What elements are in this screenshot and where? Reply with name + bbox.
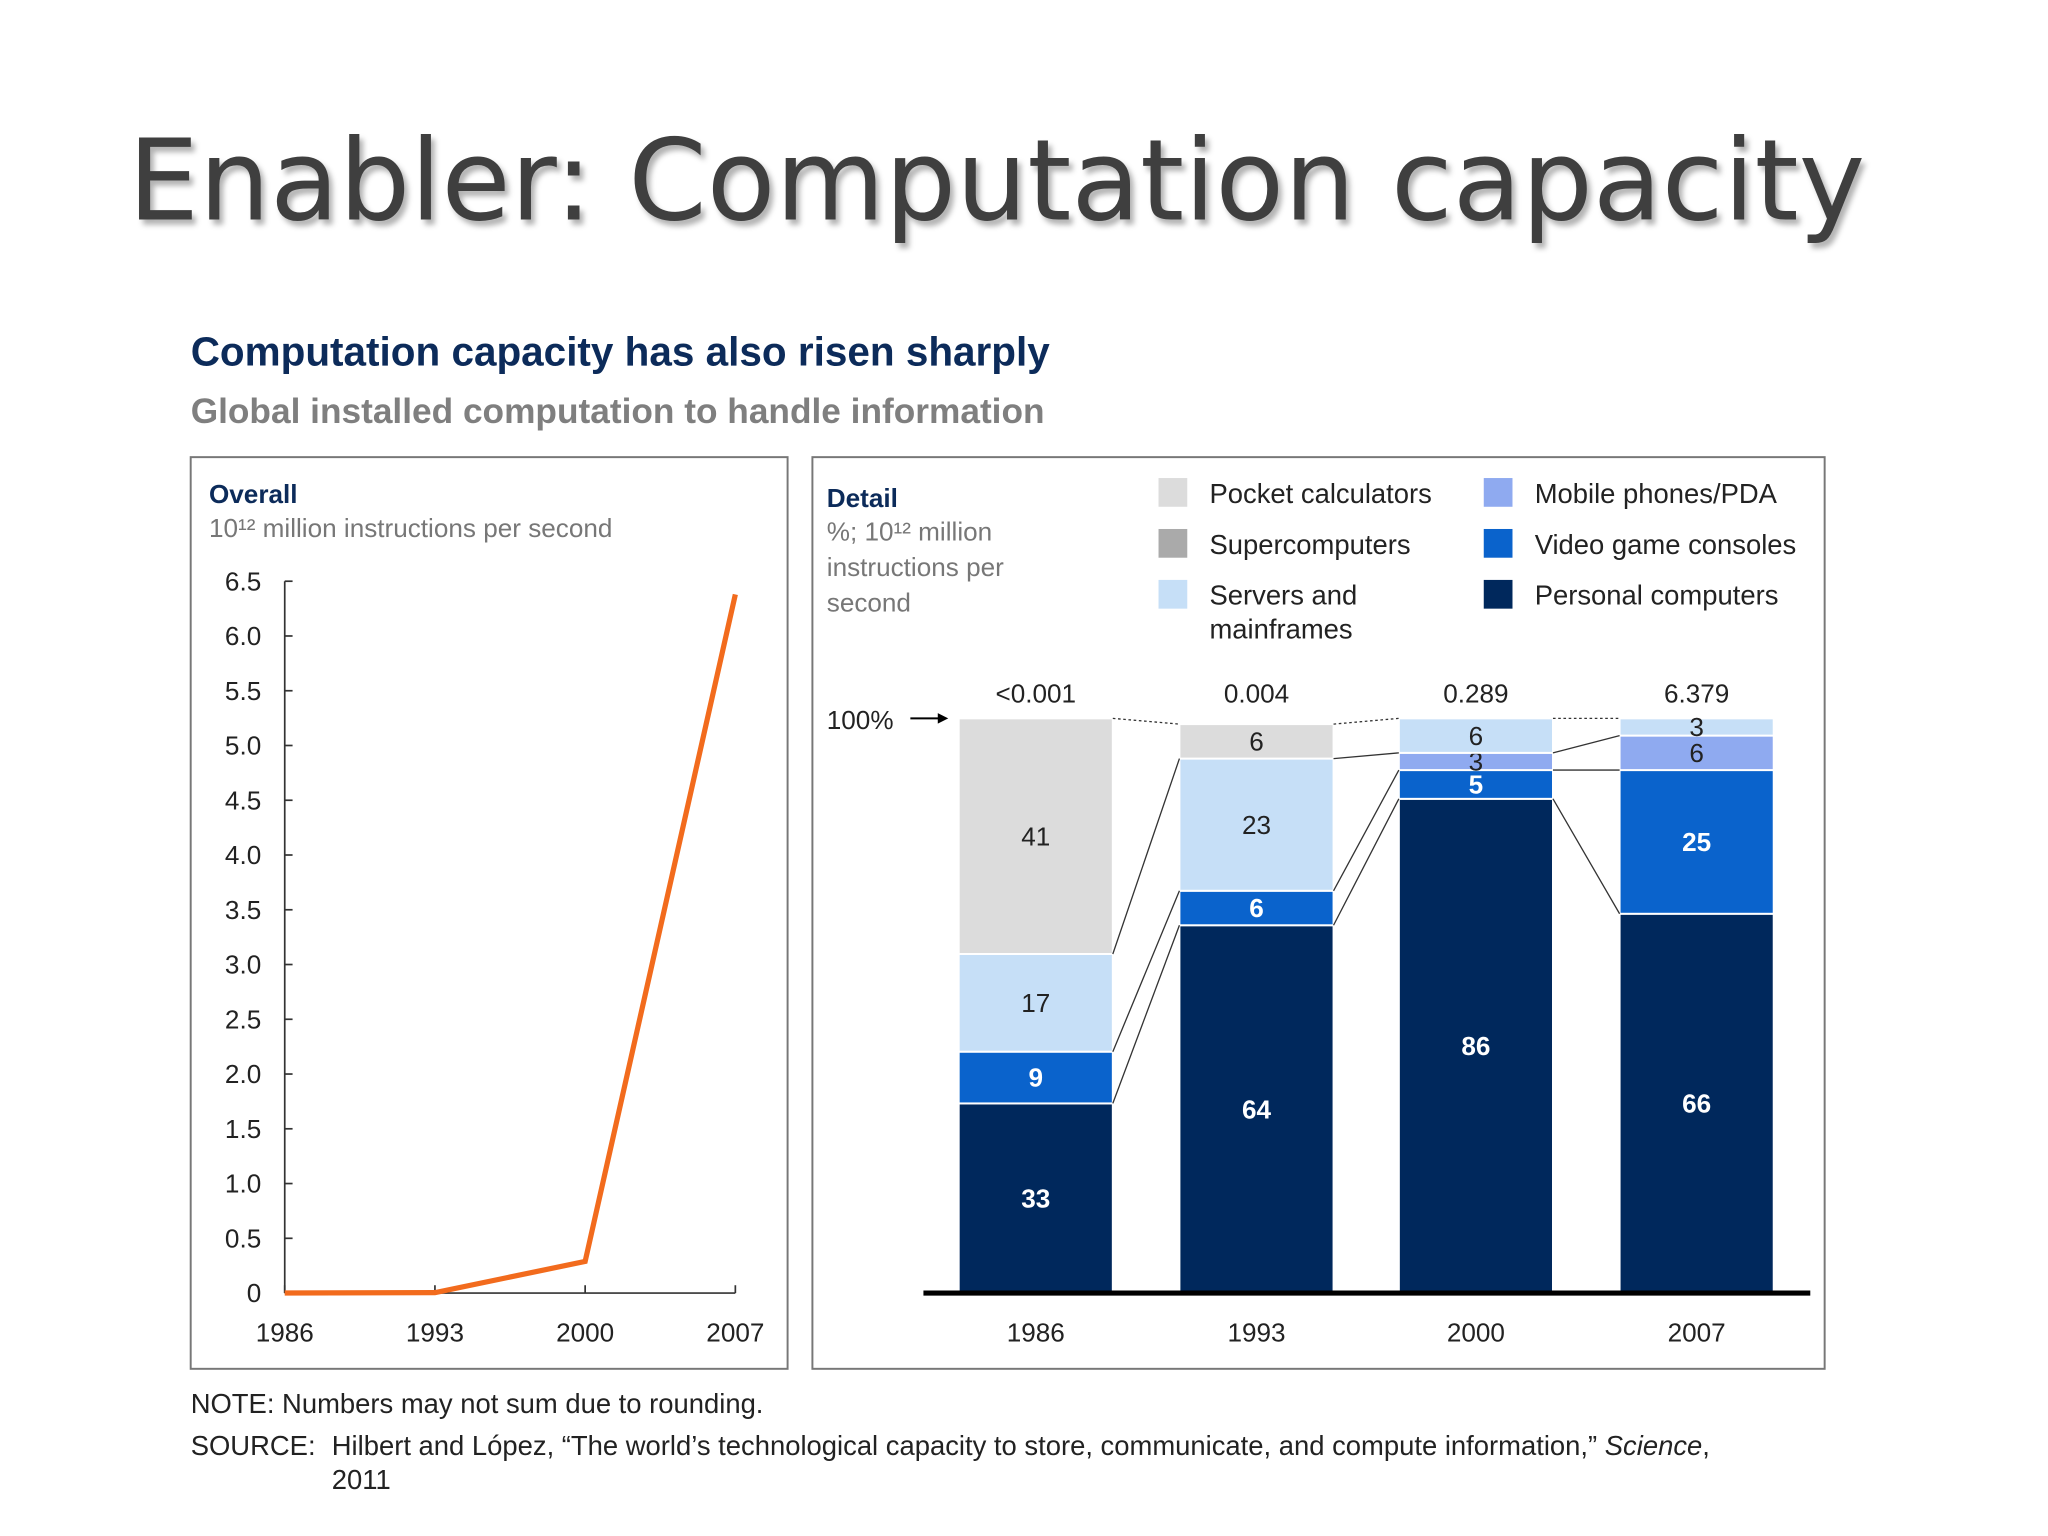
x-tick-label: 1993 <box>406 1317 464 1347</box>
segment-label: 25 <box>1682 827 1711 857</box>
source-journal: Science <box>1605 1430 1703 1461</box>
connector <box>1112 890 1181 1052</box>
chart-subtitle: %; 10¹² million instructions per second <box>827 517 1004 618</box>
bar-segment <box>1397 717 1554 754</box>
connector <box>1112 717 1180 725</box>
chart-subtitle: 10¹² million instructions per second <box>209 513 612 543</box>
bar-segment <box>1178 757 1335 892</box>
segment-label: 17 <box>1021 988 1050 1018</box>
y-tick-label: 6.0 <box>225 621 261 651</box>
x-tick-label: 1993 <box>1227 1317 1285 1347</box>
note: NOTE: Numbers may not sum due to roundin… <box>191 1388 764 1419</box>
segment-label: 23 <box>1242 810 1271 840</box>
connector <box>1333 752 1399 760</box>
legend-swatch <box>1158 478 1188 507</box>
arrow-head <box>937 713 949 724</box>
y-tick-label: 5.0 <box>225 731 261 761</box>
y-tick-label: 3.5 <box>225 895 261 925</box>
legend-label: Mobile phones/PDA <box>1535 478 1778 509</box>
bar-segment <box>1618 912 1775 1295</box>
subheading: Global installed computation to handle i… <box>191 392 1045 431</box>
source-punct: , <box>1702 1430 1710 1461</box>
connector <box>1552 798 1621 915</box>
connector <box>1332 769 1400 892</box>
segment-label: 66 <box>1682 1089 1711 1119</box>
x-tick-label: 2000 <box>556 1317 614 1347</box>
y-tick-label: 5.5 <box>225 676 261 706</box>
bar-segment <box>1178 723 1335 760</box>
connector <box>1332 798 1400 926</box>
segment-label: 3 <box>1469 747 1484 777</box>
segment-label: 6 <box>1469 721 1484 751</box>
bar-segment <box>1178 889 1335 927</box>
y-tick-label: 1.5 <box>225 1114 261 1144</box>
segment-label: 6 <box>1249 893 1264 923</box>
connector <box>1112 925 1181 1104</box>
y-tick-label: 6.5 <box>225 566 261 596</box>
y-tick-label: 100% <box>827 705 894 735</box>
segment-label: 3 <box>1689 712 1704 742</box>
bar-segment <box>957 953 1114 1053</box>
source-label: SOURCE: <box>191 1430 316 1461</box>
connector <box>1552 734 1620 754</box>
x-tick-label: 2007 <box>1668 1317 1726 1347</box>
chart-title: Detail <box>827 483 898 513</box>
legend-swatch <box>1483 478 1513 507</box>
connector <box>1333 717 1399 725</box>
data-line <box>284 593 738 1296</box>
legend-label: Pocket calculators <box>1209 478 1431 509</box>
segment-label: 64 <box>1242 1094 1272 1124</box>
y-tick-label: 2.0 <box>225 1059 261 1089</box>
legend-label: Supercomputers <box>1209 529 1410 560</box>
slide-title: Enabler: Computation capacity <box>128 116 1865 246</box>
segment-label: 6 <box>1249 726 1264 756</box>
bar-segment <box>1397 797 1554 1295</box>
y-tick-label: 0.5 <box>225 1223 261 1253</box>
y-tick-label: 1.0 <box>225 1169 261 1199</box>
y-tick-label: 2.5 <box>225 1004 261 1034</box>
y-tick-label: 3.0 <box>225 950 261 980</box>
segment-label: 6 <box>1689 738 1704 768</box>
legend-swatch <box>1158 528 1188 558</box>
legend-label: Video game consoles <box>1535 529 1797 560</box>
segment-label: 86 <box>1461 1031 1490 1061</box>
source: Hilbert and López, “The world’s technolo… <box>332 1430 1710 1461</box>
y-tick-label: 4.5 <box>225 785 261 815</box>
total-label: <0.001 <box>995 679 1076 709</box>
source-year: 2011 <box>332 1464 391 1495</box>
heading: Computation capacity has also risen shar… <box>191 329 1051 375</box>
total-label: 6.379 <box>1664 679 1729 709</box>
legend-label: Personal computers <box>1535 580 1779 611</box>
x-tick-label: 1986 <box>1007 1317 1065 1347</box>
legend-swatch <box>1158 579 1188 609</box>
segment-label: 33 <box>1021 1183 1050 1213</box>
left-panel <box>189 456 789 1370</box>
legend-label: Servers and mainframes <box>1209 580 1357 645</box>
total-label: 0.289 <box>1443 679 1508 709</box>
chart-title: Overall <box>209 479 298 509</box>
segment-label: 9 <box>1028 1063 1043 1093</box>
y-tick-label: 4.0 <box>225 840 261 870</box>
x-tick-label: 2007 <box>706 1317 764 1347</box>
bar-segment <box>957 717 1114 955</box>
bar-segment <box>1397 769 1554 800</box>
bar-segment <box>1618 717 1775 737</box>
x-tick-label: 2000 <box>1447 1317 1505 1347</box>
bar-segment <box>957 1102 1114 1295</box>
segment-label: 41 <box>1021 821 1050 851</box>
connector <box>1112 758 1181 955</box>
segment-label: 5 <box>1469 770 1484 800</box>
bar-segment <box>1178 924 1335 1295</box>
y-tick-label: 0 <box>247 1278 262 1308</box>
source-text: Hilbert and López, “The world’s technolo… <box>332 1430 1597 1461</box>
legend-swatch <box>1483 579 1513 609</box>
total-label: 0.004 <box>1224 679 1289 709</box>
x-tick-label: 1986 <box>256 1317 314 1347</box>
legend-swatch <box>1483 528 1513 558</box>
